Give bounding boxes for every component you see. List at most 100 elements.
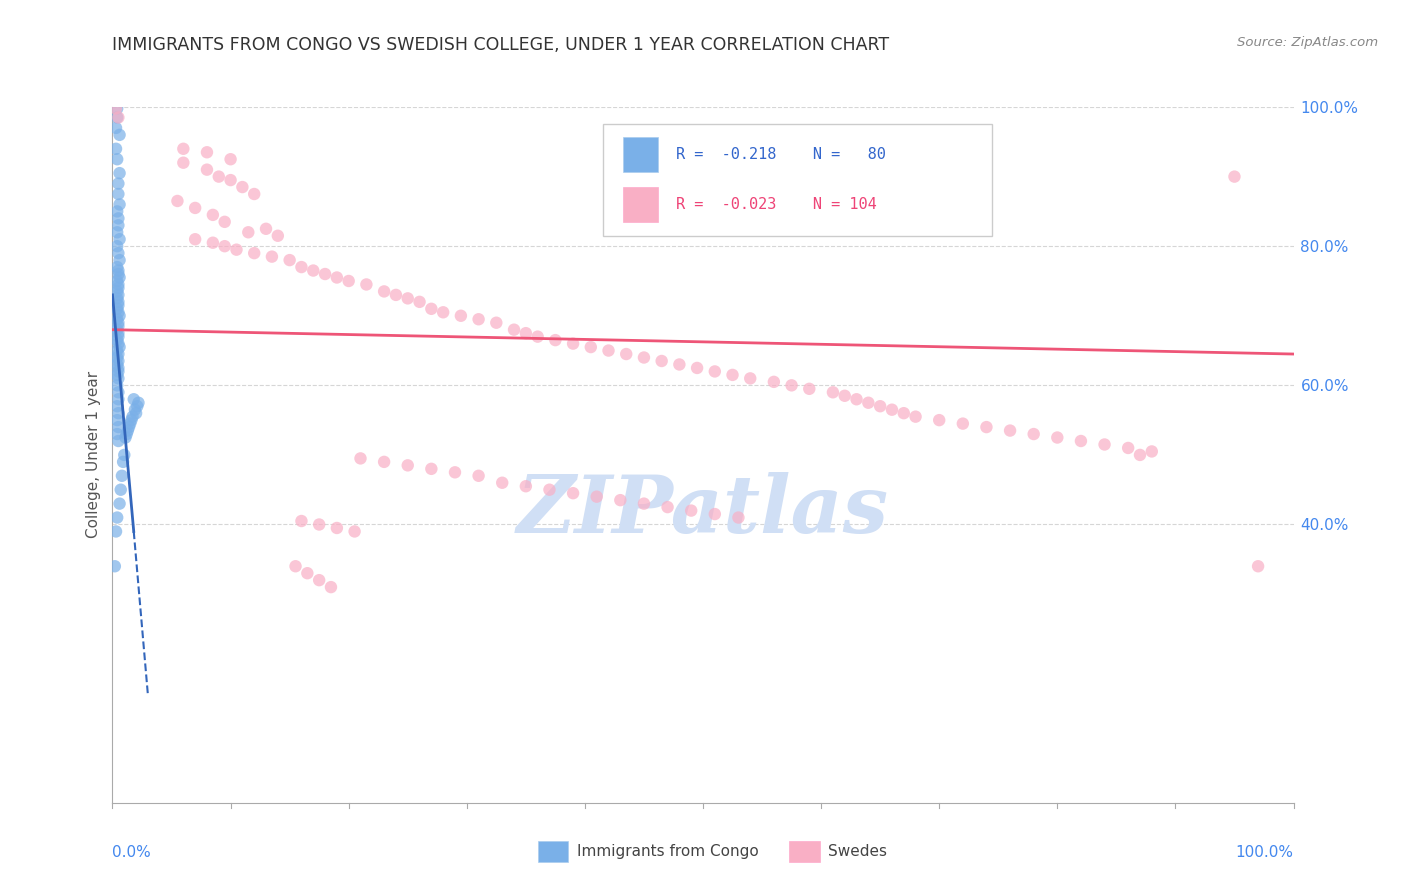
Point (1140, 444, 1163, 458)
Point (107, 177, 129, 191)
Point (104, 559, 127, 574)
Point (120, 413, 142, 427)
Point (118, 420, 141, 434)
Point (105, 323, 128, 337)
Point (686, 360, 709, 375)
Point (290, 260, 312, 274)
Point (107, 294, 129, 309)
Point (1046, 431, 1069, 445)
Point (105, 152, 128, 166)
Point (105, 291, 128, 305)
Point (127, 396, 149, 410)
Y-axis label: College, Under 1 year: College, Under 1 year (86, 371, 101, 539)
Point (108, 166, 131, 180)
Point (373, 455, 395, 469)
Point (105, 378, 128, 392)
Point (105, 225, 128, 239)
Point (1070, 434, 1092, 448)
Point (243, 187, 266, 202)
Point (105, 368, 128, 382)
Point (721, 368, 744, 382)
Point (385, 288, 408, 302)
Point (633, 497, 655, 511)
Point (105, 285, 128, 299)
Point (633, 351, 655, 365)
Point (308, 517, 330, 532)
Bar (537, 841, 568, 862)
Point (319, 580, 342, 594)
Point (105, 301, 128, 316)
Point (337, 274, 360, 288)
Point (107, 354, 129, 368)
Point (114, 431, 136, 445)
Text: ZIPatlas: ZIPatlas (517, 472, 889, 549)
Point (780, 378, 803, 392)
Point (121, 409, 143, 424)
Point (172, 142, 194, 156)
Text: IMMIGRANTS FROM CONGO VS SWEDISH COLLEGE, UNDER 1 YEAR CORRELATION CHART: IMMIGRANTS FROM CONGO VS SWEDISH COLLEGE… (112, 36, 890, 54)
Point (998, 424, 1021, 438)
Point (125, 406, 148, 420)
Point (107, 336, 129, 351)
Point (562, 336, 585, 351)
Point (107, 219, 129, 233)
Point (326, 521, 349, 535)
Point (107, 392, 129, 407)
Point (1022, 427, 1045, 442)
Text: R =  -0.218    N =   80: R = -0.218 N = 80 (676, 147, 886, 161)
Point (893, 406, 915, 420)
Point (108, 197, 131, 211)
Point (585, 490, 607, 504)
Point (503, 323, 526, 337)
Point (904, 409, 927, 424)
Point (609, 493, 631, 508)
Point (538, 483, 561, 497)
Point (297, 566, 319, 581)
Point (107, 211, 129, 226)
Point (651, 354, 673, 368)
Point (195, 162, 218, 177)
Point (107, 420, 129, 434)
Point (1094, 437, 1116, 451)
Point (107, 263, 129, 277)
Point (105, 102, 128, 116)
Point (314, 267, 336, 281)
Point (107, 288, 129, 302)
FancyBboxPatch shape (603, 124, 993, 235)
Point (880, 402, 903, 417)
Point (1116, 441, 1139, 455)
Point (308, 573, 330, 587)
Point (515, 479, 537, 493)
Text: Source: ZipAtlas.com: Source: ZipAtlas.com (1237, 36, 1378, 49)
Point (219, 152, 242, 166)
Point (267, 228, 290, 243)
Point (219, 173, 242, 187)
Point (396, 291, 419, 305)
Point (928, 413, 950, 427)
Point (515, 326, 537, 340)
Point (105, 312, 128, 326)
Point (115, 427, 138, 442)
Point (105, 399, 128, 413)
Point (195, 145, 218, 160)
Point (703, 364, 725, 378)
Point (254, 222, 277, 236)
Point (108, 253, 131, 268)
Point (107, 316, 129, 330)
Point (231, 180, 253, 194)
Point (740, 371, 762, 385)
Point (107, 319, 129, 334)
Point (108, 497, 131, 511)
Point (107, 347, 129, 361)
Point (105, 413, 128, 427)
Point (111, 468, 134, 483)
Point (107, 281, 129, 295)
Point (127, 399, 149, 413)
Point (208, 169, 231, 184)
Point (485, 316, 508, 330)
Point (107, 385, 129, 400)
Point (105, 358, 128, 372)
Point (107, 187, 129, 202)
Point (976, 420, 998, 434)
Point (201, 208, 224, 222)
